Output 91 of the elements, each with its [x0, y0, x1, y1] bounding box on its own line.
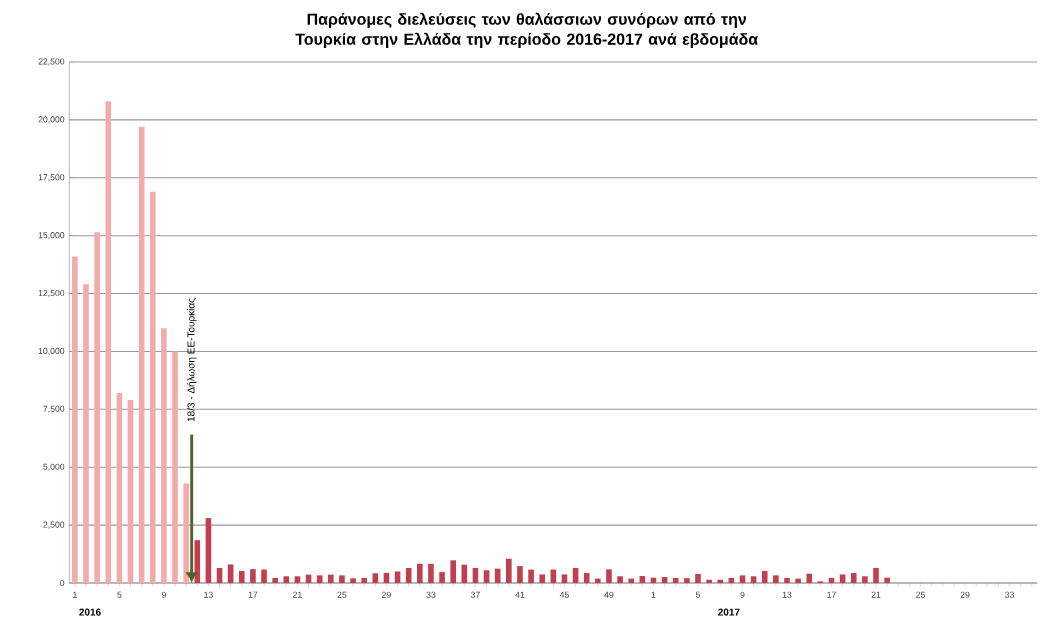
bar [773, 575, 779, 583]
x-tick-label: 25 [337, 591, 347, 598]
bar [328, 574, 334, 583]
bar [839, 574, 846, 583]
bar [272, 577, 278, 583]
bar [105, 101, 112, 583]
x-tick-label: 17 [827, 591, 836, 598]
x-tick-label: 41 [515, 591, 525, 598]
y-tick-label: 12,500 [38, 289, 65, 298]
bar [439, 572, 445, 583]
x-tick-label: 33 [426, 591, 436, 598]
y-tick-label: 17,500 [38, 174, 65, 182]
y-tick-label: 7,500 [43, 405, 65, 413]
bar [372, 573, 379, 583]
x-tick-label: 49 [604, 591, 614, 598]
bar [750, 576, 757, 583]
bar [795, 578, 801, 583]
x-tick-label: 9 [740, 591, 745, 598]
bar [583, 573, 590, 583]
bar [784, 577, 790, 583]
bar [695, 573, 701, 583]
x-tick-label: 9 [161, 591, 166, 598]
bar [873, 567, 879, 583]
bar [238, 570, 245, 583]
bar [161, 328, 167, 583]
bar [717, 579, 724, 583]
y-tick-label: 22,500 [38, 58, 65, 66]
bar [595, 578, 601, 583]
x-tick-label: 21 [293, 591, 302, 598]
bar [339, 575, 345, 583]
text: 2016 [79, 608, 101, 616]
bar [539, 574, 546, 583]
bar [528, 569, 534, 583]
bar [483, 570, 490, 583]
bar [639, 576, 646, 583]
y-tick-label: 2,500 [43, 521, 65, 529]
bar [417, 563, 423, 583]
y-tick-label: 15,000 [38, 232, 65, 240]
bar [72, 256, 78, 583]
bar [94, 232, 100, 583]
bar [294, 576, 301, 583]
bar [316, 575, 323, 583]
bar [394, 571, 401, 583]
bar [517, 566, 523, 583]
bar [606, 569, 612, 583]
chart-title: Παράνομες διελεύσεις των θαλάσσιων συνόρων από την Τουρκία στην Ελλάδα την περίοδο 2016-2017 ανά εβδομάδα [295, 12, 758, 49]
bar [761, 570, 768, 583]
bar [617, 576, 623, 583]
y-tick-label: 5,000 [43, 463, 65, 471]
bar [706, 579, 712, 583]
y-tick-label: 10,000 [38, 347, 65, 356]
bar [684, 578, 690, 583]
x-tick-label: 17 [248, 591, 258, 598]
bar [205, 518, 212, 583]
x-tick-label: 21 [871, 591, 881, 598]
bar [561, 574, 568, 583]
bar [261, 569, 267, 583]
bar [628, 578, 635, 583]
bar [428, 563, 434, 583]
bar [672, 577, 679, 583]
bar [350, 578, 356, 583]
x-tick-label: 13 [204, 591, 213, 598]
x-tick-label: 13 [782, 591, 792, 598]
x-tick-label: 29 [960, 591, 970, 598]
bar [739, 575, 746, 583]
x-tick-label: 5 [117, 591, 122, 598]
x-tick-label: 29 [382, 591, 391, 598]
bar [149, 191, 156, 583]
y-tick-label: 20,000 [38, 116, 65, 124]
x-tick-label: 37 [470, 591, 480, 598]
x-tick-label: 1 [651, 591, 656, 598]
bar [227, 564, 234, 583]
bar [884, 577, 890, 583]
bar [850, 573, 857, 583]
bar [283, 576, 290, 583]
bar [450, 560, 456, 583]
text: 2017 [718, 608, 740, 616]
annotation: 18/3 - Δήλωση ΕΕ-Τουρκίας [186, 298, 197, 422]
bar [506, 558, 512, 583]
bar [361, 577, 367, 583]
x-tick-label: 1 [73, 591, 77, 598]
x-tick-label: 5 [695, 591, 701, 598]
x-tick-label: 33 [1005, 591, 1014, 598]
x-tick-label: 45 [559, 591, 569, 598]
bar [250, 569, 256, 583]
bar [83, 284, 89, 583]
bar [862, 576, 868, 583]
bar [172, 351, 178, 583]
y-tick-label: 0 [60, 579, 65, 587]
bar [806, 573, 813, 583]
x-tick-label: 25 [916, 591, 925, 598]
